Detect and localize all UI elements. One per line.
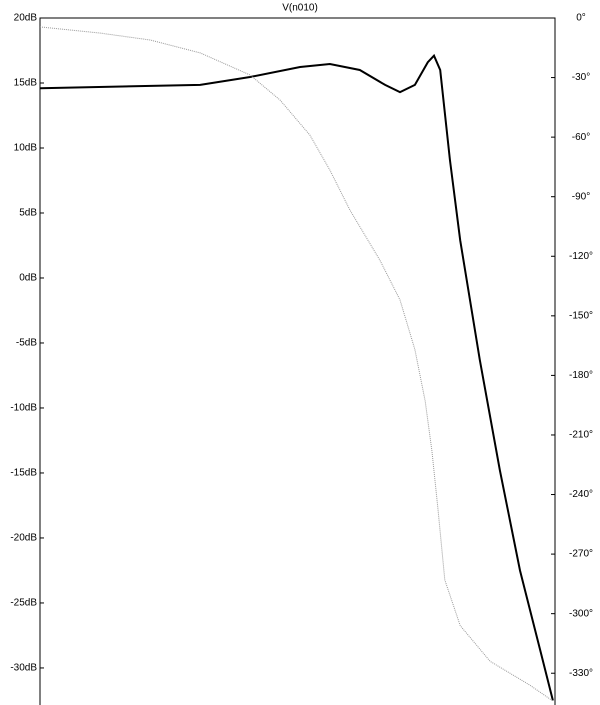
y-tick-label: 10dB: [14, 143, 38, 154]
y2-tick-label: -270°: [569, 549, 593, 560]
y2-tick-label: -240°: [569, 489, 593, 500]
y-tick-label: 5dB: [19, 208, 37, 219]
y2-tick-label: -210°: [569, 430, 593, 441]
y-tick-label: -25dB: [10, 598, 37, 609]
y-tick-label: 0dB: [19, 273, 37, 284]
y-tick-label: -30dB: [10, 663, 37, 674]
y2-tick-label: 0°: [576, 13, 586, 24]
y-tick-label: 15dB: [14, 78, 38, 89]
y2-tick-label: -120°: [569, 251, 593, 262]
y2-tick-label: -300°: [569, 608, 593, 619]
y2-tick-label: -330°: [569, 668, 593, 679]
y2-tick-label: -60°: [572, 132, 590, 143]
y-tick-label: -10dB: [10, 403, 37, 414]
y2-tick-label: -180°: [569, 370, 593, 381]
chart-title: V(n010): [282, 3, 318, 14]
y2-tick-label: -150°: [569, 310, 593, 321]
y-tick-label: 20dB: [14, 13, 38, 24]
y-tick-label: -5dB: [16, 338, 37, 349]
series-line: [39, 53, 554, 701]
plot-frame: [39, 17, 556, 705]
y2-tick-label: -90°: [572, 191, 590, 202]
y-tick-label: -15dB: [10, 468, 37, 479]
y2-tick-label: -30°: [572, 72, 590, 83]
series-line: [39, 26, 554, 702]
y-tick-label: -20dB: [10, 533, 37, 544]
